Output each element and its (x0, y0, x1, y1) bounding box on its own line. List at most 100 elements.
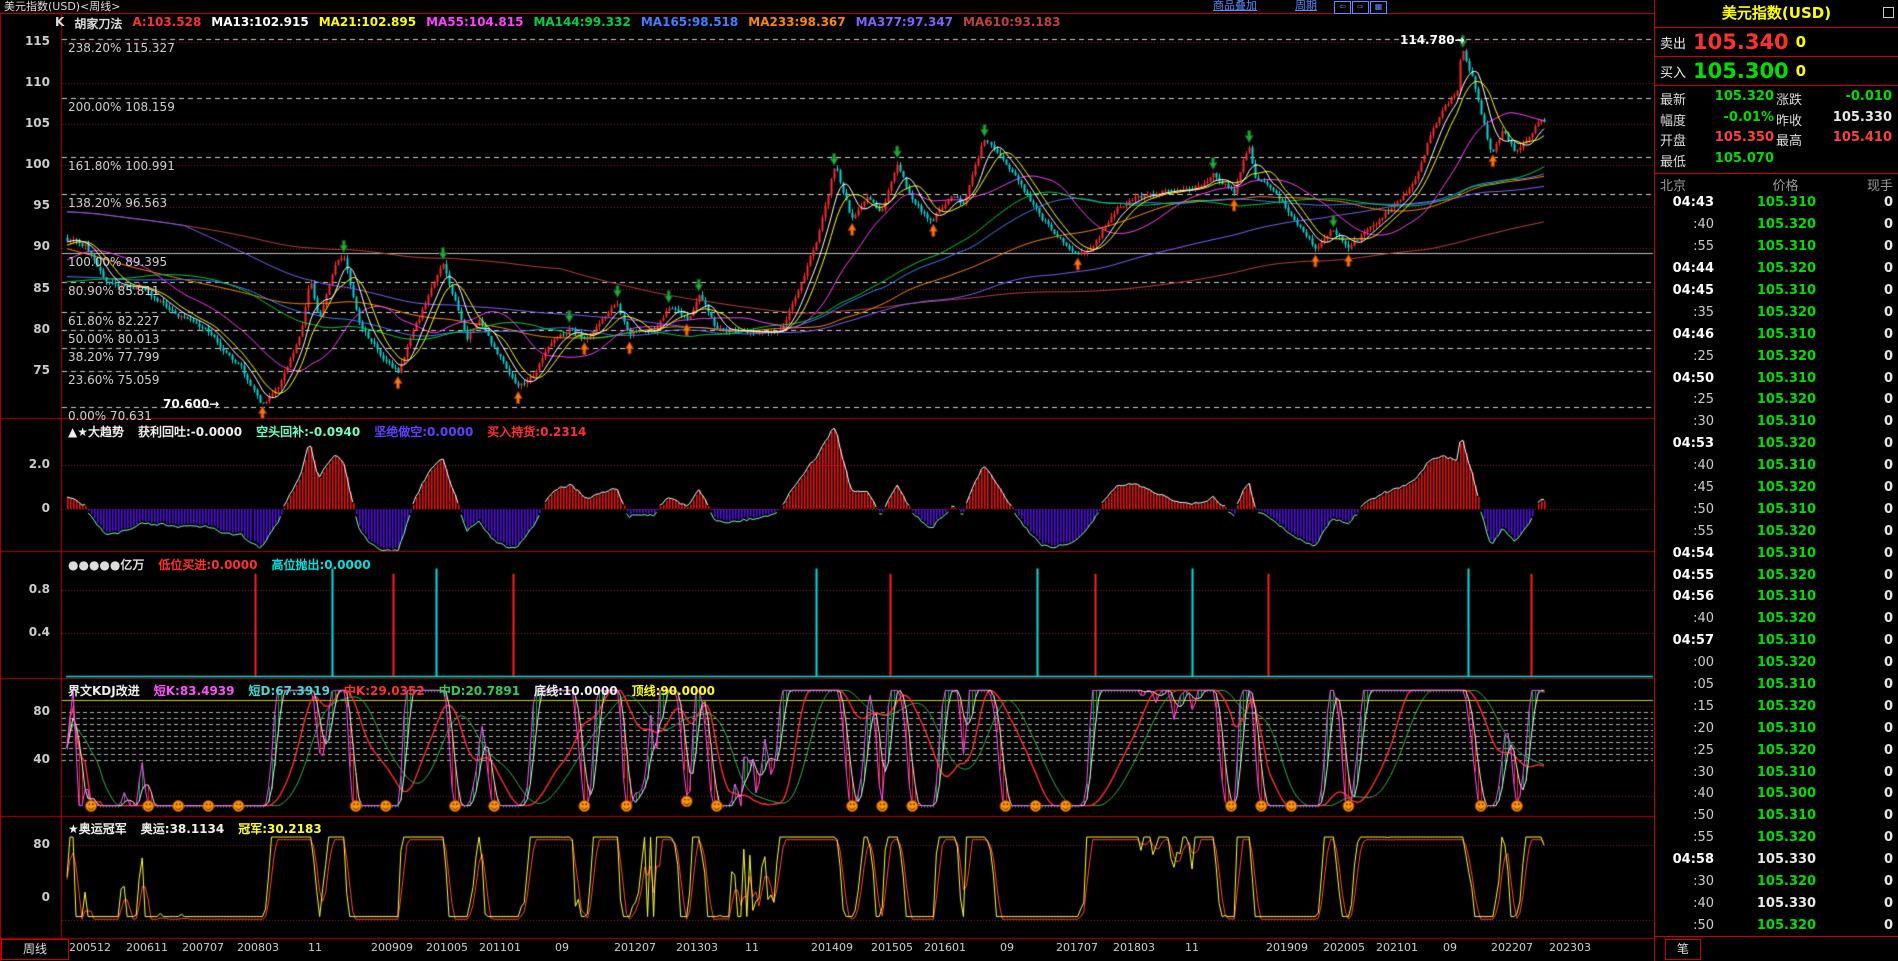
tape-price: 105.310 (1756, 808, 1817, 824)
tab-tick[interactable]: 笔 (1665, 939, 1701, 960)
tape-volume: 0 (1883, 217, 1893, 233)
tape-time: 04:58 (1672, 852, 1714, 868)
tape-volume: 0 (1883, 786, 1893, 802)
chart-canvas[interactable] (0, 0, 1654, 961)
quote-field-label: 开盘 (1660, 134, 1687, 150)
tape-row: :25 105.320 0 (1655, 739, 1898, 761)
x-axis-tick: 202207 (1491, 941, 1533, 954)
quote-field-label: 最低 (1660, 155, 1687, 171)
tile-windows-icon[interactable]: ▦ (1370, 1, 1387, 14)
maximize-icon[interactable] (1883, 7, 1894, 18)
back-icon[interactable]: ⇦ (1334, 1, 1351, 14)
x-axis-tick: 201005 (426, 941, 468, 954)
x-axis-tick: 200707 (182, 941, 224, 954)
tape-price: 105.310 (1756, 720, 1817, 736)
tape-row: :25 105.320 0 (1655, 345, 1898, 367)
quote-field-label: 涨跌 (1776, 92, 1803, 108)
fib-level-label: 61.80% 82.227 (68, 313, 160, 328)
tape-time: 04:45 (1672, 283, 1714, 298)
buy-qty: 0 (1795, 62, 1807, 80)
indicator-header: ★奥运冠军 奥运:38.1134 冠军:30.2183 (68, 820, 322, 837)
quote-field-label: 幅度 (1660, 113, 1687, 129)
forward-icon[interactable]: ⇨ (1352, 1, 1369, 14)
tape-row: 04:57 105.310 0 (1655, 630, 1898, 652)
chart-topbar: 美元指数(USD)<周线> 商品叠加 周期 ⇦ ⇨ ▦ (0, 0, 1654, 14)
tape-time: :00 (1693, 655, 1714, 671)
fib-level-label: 200.00% 108.159 (68, 100, 175, 115)
overlay-link[interactable]: 商品叠加 (1213, 0, 1257, 12)
tape-volume: 0 (1883, 348, 1893, 364)
quote-panel: 美元指数(USD) 卖出 105.340 0 买入 105.300 0 最新 10… (1654, 0, 1898, 961)
tape-list[interactable]: 04:43 105.310 0 :40 105.320 0 :55 105.310 0 04:44… (1655, 192, 1898, 937)
indicator-value: 高位抛出:0.0000 (271, 558, 371, 572)
x-axis-tick: 200611 (126, 941, 168, 954)
x-axis-tick: 201409 (811, 941, 853, 954)
tape-time: :25 (1693, 742, 1714, 758)
tape-header-time: 北京 (1660, 179, 1687, 194)
y-axis-label: 75 (33, 363, 50, 377)
tape-volume: 0 (1883, 633, 1893, 649)
tape-time: 04:43 (1672, 195, 1714, 211)
tape-time: :55 (1693, 523, 1714, 539)
fib-level-label: 23.60% 75.059 (68, 372, 160, 387)
y-axis-label: 95 (33, 198, 50, 212)
indicator-value: 奥运:38.1134 (140, 822, 225, 836)
tape-row: :30 105.310 0 (1655, 761, 1898, 783)
x-axis-tick: 11 (308, 941, 322, 954)
sell-label: 卖出 (1660, 36, 1687, 52)
tape-volume: 0 (1883, 326, 1893, 342)
quote-field-value: 105.330 (1832, 109, 1892, 125)
sell-qty: 0 (1795, 33, 1807, 51)
sell-quote-row[interactable]: 卖出 105.340 0 (1655, 28, 1898, 57)
tape-time: 04:44 (1672, 261, 1714, 277)
y-axis-label: 0 (41, 501, 50, 515)
fib-level-label: 138.20% 96.563 (68, 195, 168, 210)
tape-row: :40 105.330 0 (1655, 893, 1898, 915)
fib-level-label: 50.00% 80.013 (68, 331, 160, 346)
tape-volume: 0 (1883, 917, 1893, 933)
quote-field-value: -0.01% (1723, 109, 1775, 125)
tape-price: 105.310 (1756, 458, 1817, 474)
tape-row: 04:46 105.310 0 (1655, 323, 1898, 345)
tape-row: :30 105.320 0 (1655, 871, 1898, 893)
tape-price: 105.320 (1756, 261, 1817, 277)
x-axis-tick: 202005 (1323, 941, 1365, 954)
indicator-value: 底线:10.0000 (534, 684, 618, 698)
tape-volume: 0 (1883, 720, 1893, 736)
tape-row: :40 105.320 0 (1655, 608, 1898, 630)
tape-price: 105.310 (1756, 764, 1817, 780)
tape-volume: 0 (1883, 874, 1893, 890)
y-axis-label: 80 (33, 837, 50, 851)
tape-price: 105.320 (1756, 874, 1817, 890)
tape-price: 105.310 (1756, 545, 1817, 561)
tape-row: :40 105.300 0 (1655, 783, 1898, 805)
tape-time: :30 (1693, 874, 1714, 890)
tape-row: 04:56 105.310 0 (1655, 586, 1898, 608)
indicator-value: 低位买进:0.0000 (158, 558, 258, 572)
buy-quote-row[interactable]: 买入 105.300 0 (1655, 57, 1898, 86)
quote-field-value: 105.410 (1832, 130, 1892, 146)
quote-field-value: 105.350 (1714, 130, 1774, 146)
x-axis-tick: 202303 (1549, 941, 1591, 954)
x-axis-tick: 201803 (1113, 941, 1155, 954)
tape-time: 04:56 (1672, 589, 1714, 605)
x-axis-tick: 09 (1443, 941, 1457, 954)
tab-period-weekly[interactable]: 周线 (1, 939, 69, 960)
y-axis-label: 80 (33, 322, 50, 336)
indicator-header: K 胡家刀法 A:103.528 MA13:102.915 MA21:102.895 MA… (55, 15, 1060, 32)
tape-price: 105.330 (1756, 852, 1817, 868)
tape-row: 04:58 105.330 0 (1655, 849, 1898, 871)
tape-row: 04:44 105.320 0 (1655, 258, 1898, 280)
tape-row: :50 105.310 0 (1655, 498, 1898, 520)
tape-volume: 0 (1883, 567, 1893, 583)
y-axis-label: 90 (33, 239, 50, 253)
tape-row: 04:54 105.310 0 (1655, 542, 1898, 564)
tape-row: :00 105.320 0 (1655, 652, 1898, 674)
y-axis-label: 2.0 (28, 457, 50, 471)
period-link[interactable]: 周期 (1295, 0, 1317, 12)
low-price-annotation: 70.600→ (163, 397, 220, 411)
indicator-value: MA165:98.518 (640, 15, 739, 29)
indicator-value: MA21:102.895 (318, 15, 417, 29)
tape-volume: 0 (1883, 304, 1893, 320)
tape-volume: 0 (1883, 392, 1893, 408)
